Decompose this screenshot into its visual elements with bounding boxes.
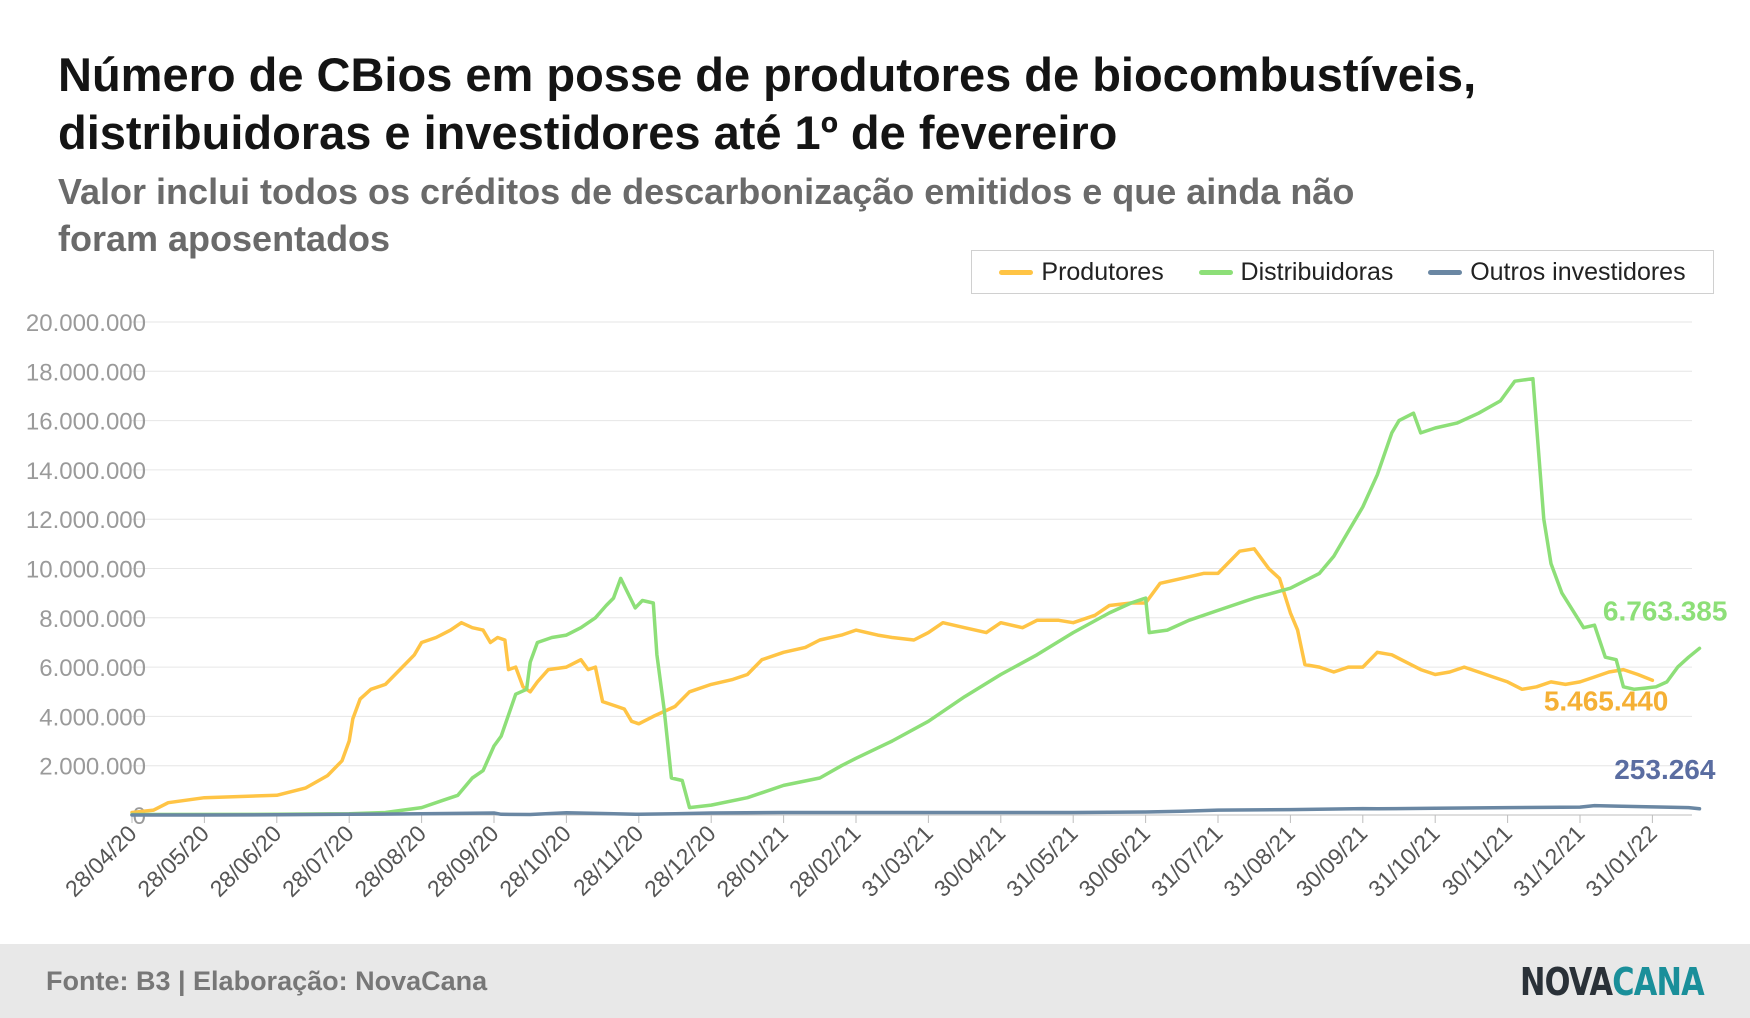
legend-item-distribuidoras: Distribuidoras xyxy=(1198,257,1394,287)
x-tick-label: 28/09/20 xyxy=(422,820,504,902)
y-tick-label: 4.000.000 xyxy=(39,704,146,731)
end-label-outros-investidores: 253.264 xyxy=(1614,754,1716,785)
legend-swatch-outros-investidores xyxy=(1428,269,1463,275)
x-tick-label: 31/10/21 xyxy=(1363,820,1445,902)
x-tick-label: 28/04/20 xyxy=(60,820,142,902)
y-tick-label: 8.000.000 xyxy=(39,606,146,633)
y-tick-label: 16.000.000 xyxy=(26,409,146,436)
series-line-distribuidoras xyxy=(130,376,1702,817)
y-tick-label: 6.000.000 xyxy=(39,655,146,682)
y-tick-label: 20.000.000 xyxy=(26,310,146,337)
chart-subtitle: Valor inclui todos os créditos de descar… xyxy=(58,171,1355,259)
series-line-produtores xyxy=(130,547,1655,815)
x-tick-label: 28/08/20 xyxy=(349,820,431,902)
x-tick-label: 28/05/20 xyxy=(132,820,214,902)
source-note: Fonte: B3 | Elaboração: NovaCana xyxy=(46,966,488,996)
footer-bar: Fonte: B3 | Elaboração: NovaCana NOVACAN… xyxy=(0,944,1750,1018)
x-tick-label: 28/06/20 xyxy=(205,820,287,902)
legend-swatch-distribuidoras xyxy=(1198,269,1233,275)
x-tick-label: 31/01/22 xyxy=(1580,820,1662,902)
y-tick-label: 14.000.000 xyxy=(26,458,146,485)
x-tick-label: 28/01/21 xyxy=(711,820,793,902)
chart-title: Número de CBios em posse de produtores d… xyxy=(58,48,1477,159)
line-chart: 02.000.0004.000.0006.000.0008.000.00010.… xyxy=(26,310,1728,902)
y-tick-label: 2.000.000 xyxy=(39,754,146,781)
y-tick-label: 12.000.000 xyxy=(26,507,146,534)
x-tick-label: 28/12/20 xyxy=(639,820,721,902)
x-tick-label: 31/03/21 xyxy=(856,820,938,902)
y-tick-label: 18.000.000 xyxy=(26,359,146,386)
x-tick-label: 30/04/21 xyxy=(929,820,1011,902)
legend-swatch-produtores xyxy=(999,269,1034,275)
x-tick-label: 28/02/21 xyxy=(784,820,866,902)
legend-item-outros-investidores: Outros investidores xyxy=(1428,257,1686,287)
novacana-logo: NOVACANA xyxy=(1520,960,1705,1004)
legend-item-produtores: Produtores xyxy=(999,257,1164,287)
legend-label-outros-investidores: Outros investidores xyxy=(1470,257,1686,286)
end-label-distribuidoras: 6.763.385 xyxy=(1603,595,1728,626)
x-tick-label: 31/05/21 xyxy=(1001,820,1083,902)
series-line-outros-investidores xyxy=(130,803,1702,817)
y-tick-label: 10.000.000 xyxy=(26,557,146,584)
x-tick-label: 28/10/20 xyxy=(494,820,576,902)
legend-label-produtores: Produtores xyxy=(1041,257,1164,286)
chart-legend: Produtores Distribuidoras Outros investi… xyxy=(971,250,1714,294)
legend-label-distribuidoras: Distribuidoras xyxy=(1240,257,1394,286)
x-tick-label: 31/07/21 xyxy=(1146,820,1228,902)
x-tick-label: 30/09/21 xyxy=(1291,820,1373,902)
logo-nova: NOVA xyxy=(1520,960,1613,1004)
x-tick-label: 28/11/20 xyxy=(568,820,648,900)
x-tick-label: 28/07/20 xyxy=(277,820,359,902)
x-tick-label: 31/12/21 xyxy=(1508,820,1590,902)
logo-cana: CANA xyxy=(1612,960,1704,1004)
end-label-produtores: 5.465.440 xyxy=(1544,685,1669,716)
x-tick-label: 30/11/21 xyxy=(1437,820,1517,900)
x-tick-label: 31/08/21 xyxy=(1218,820,1300,902)
x-tick-label: 30/06/21 xyxy=(1073,820,1155,902)
